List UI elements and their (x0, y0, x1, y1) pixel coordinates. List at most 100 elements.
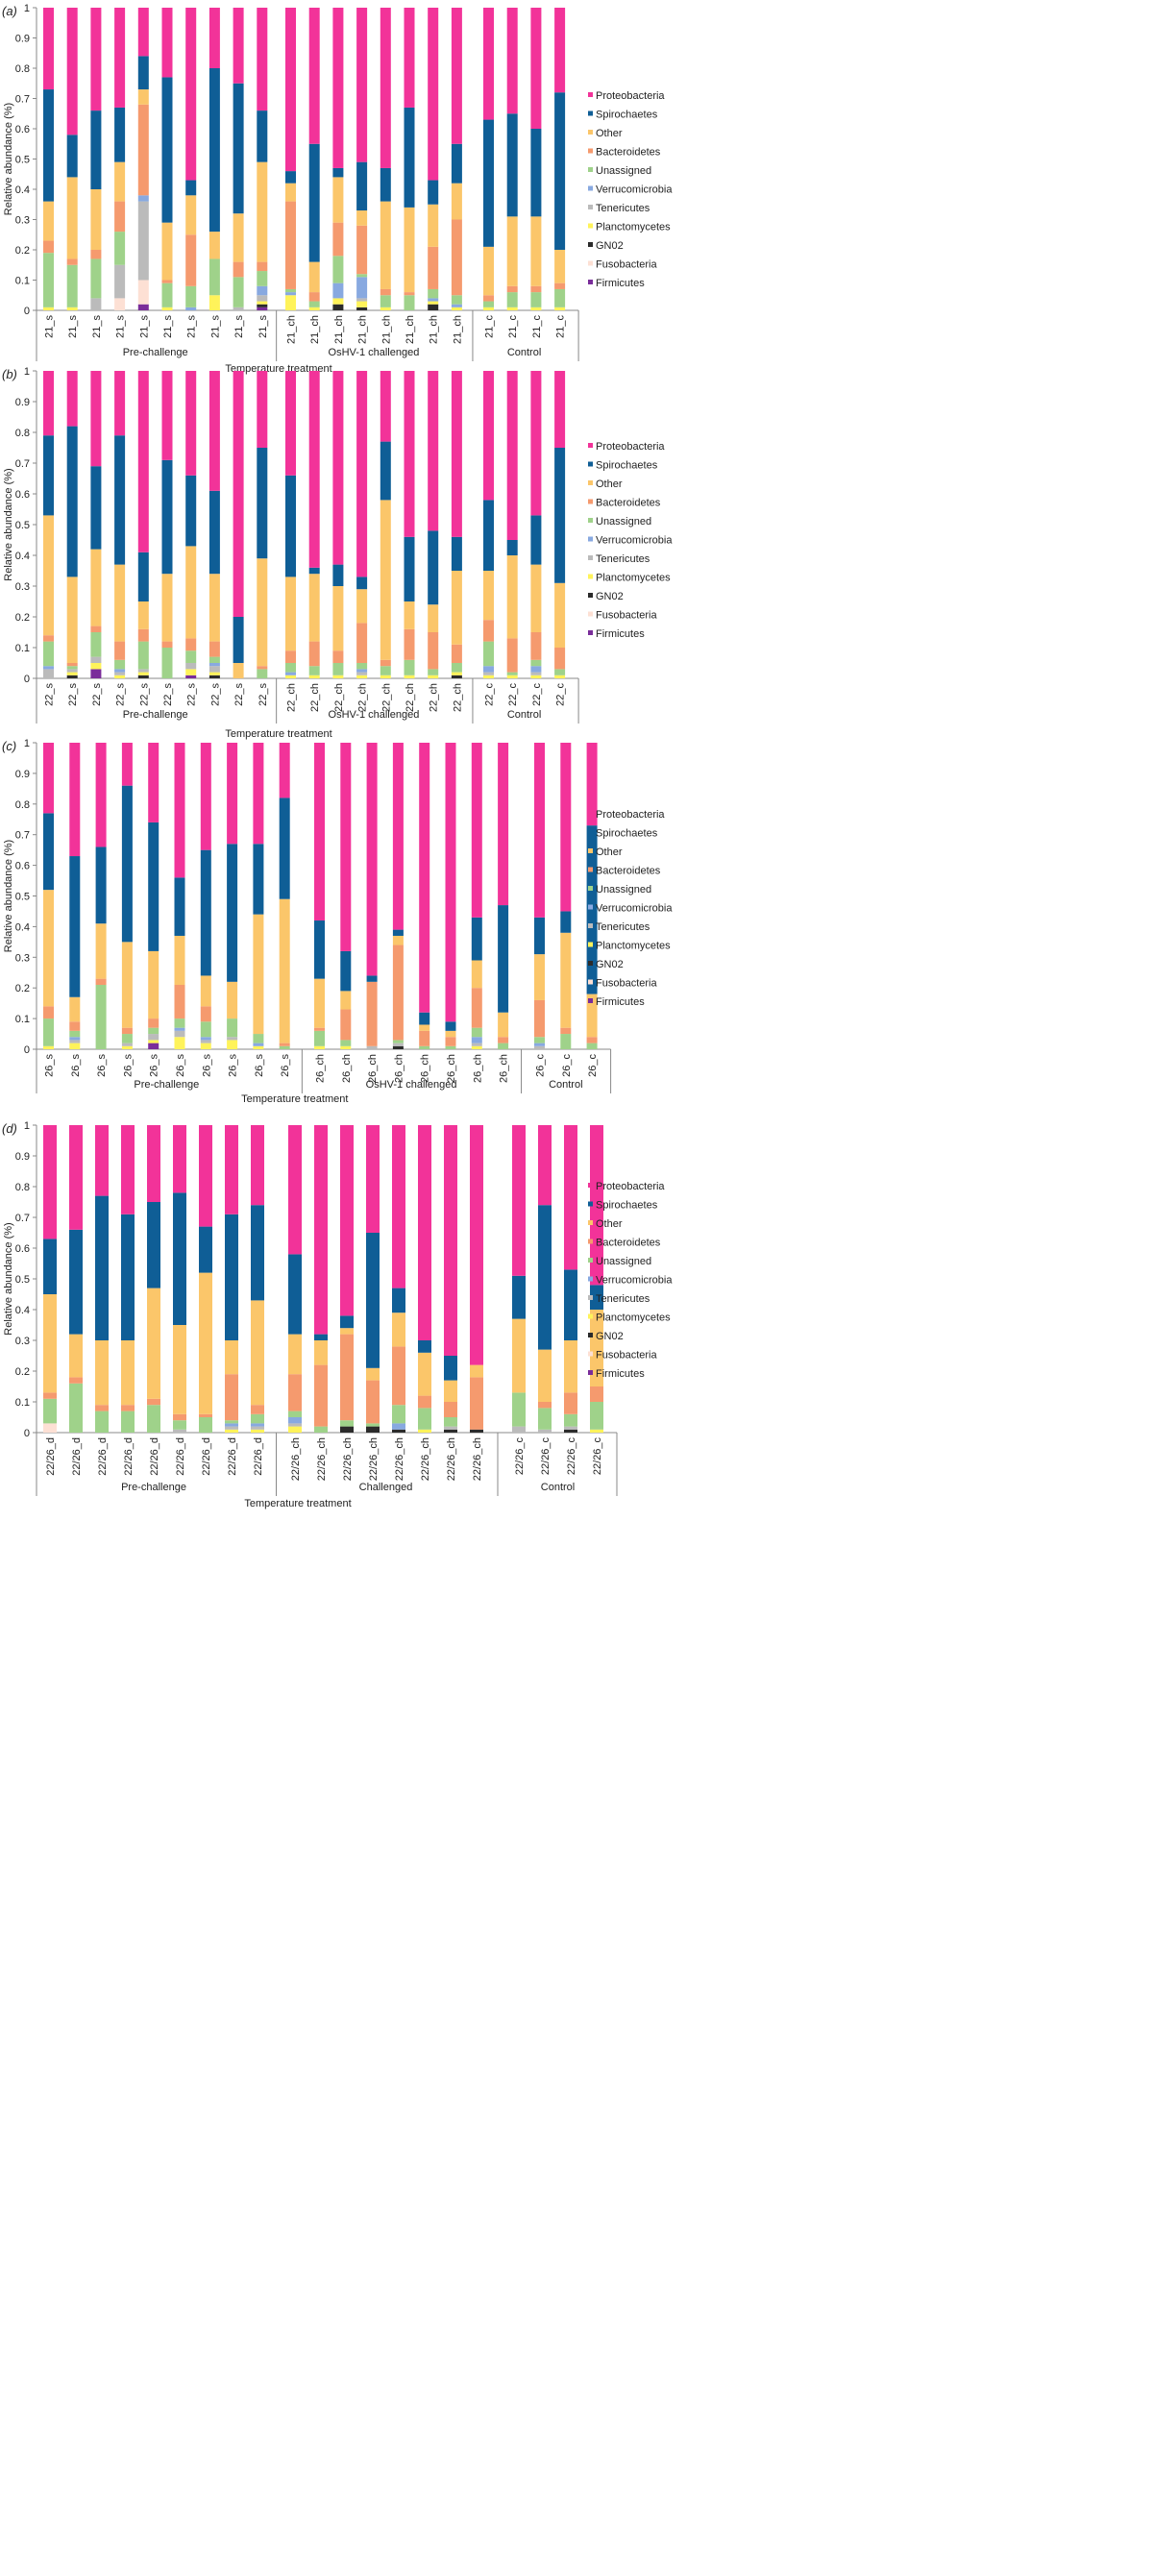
bar-segment-gn02 (340, 1426, 354, 1433)
bar-segment-proteobacteria (251, 1125, 264, 1206)
x-tick-label: 22/26_ch (342, 1437, 354, 1481)
bar-segment-unassigned (209, 656, 220, 663)
bar-segment-other (380, 500, 391, 660)
bar-segment-unassigned (506, 672, 518, 675)
x-tick-label: 26_s (149, 1054, 160, 1077)
bar-segment-tenericutes (121, 1043, 133, 1046)
bar-segment-gn02 (392, 1045, 404, 1049)
bar-segment-proteobacteria (498, 743, 509, 906)
bar-segment-bacteroidetes (185, 234, 197, 286)
bar-segment-proteobacteria (90, 371, 102, 467)
bar-segment-bacteroidetes (451, 219, 462, 296)
group-label: OsHV-1 challenged (366, 1079, 457, 1091)
bar-segment-planctomycetes (356, 675, 368, 678)
x-tick-label: 22/26_c (540, 1437, 552, 1476)
bar-segment-spirochaetes (43, 1239, 57, 1294)
bar-segment-other (114, 161, 126, 202)
bar-segment-planctomycetes (554, 307, 566, 310)
bar-segment-tenericutes (114, 672, 126, 675)
bar-segment-unassigned (185, 285, 197, 307)
bar-segment-unassigned (419, 1045, 430, 1049)
bar-segment-proteobacteria (43, 743, 54, 814)
y-tick-label: 0.2 (15, 245, 30, 257)
bar-segment-proteobacteria (121, 1125, 135, 1214)
bar-segment-tenericutes (225, 1426, 238, 1430)
x-tick-label: 22/26_d (201, 1437, 212, 1476)
y-tick-label: 0.6 (15, 1243, 30, 1255)
group-label: Control (507, 347, 541, 358)
bar-segment-tenericutes (43, 669, 54, 678)
bar-segment-unassigned (428, 288, 439, 299)
bar-segment-spirochaetes (43, 435, 54, 516)
bar-segment-spirochaetes (66, 426, 78, 577)
x-tick-label: 22/26_d (123, 1437, 135, 1476)
bar-segment-proteobacteria (340, 743, 352, 951)
bar-segment-proteobacteria (428, 371, 439, 531)
legend-swatch-verrucomicrobia (588, 185, 593, 191)
bar-segment-other (137, 601, 149, 629)
bar-segment-bacteroidetes (200, 1006, 211, 1022)
bar-segment-proteobacteria (314, 1125, 328, 1335)
bar-segment-other (288, 1334, 302, 1375)
y-tick-label: 0.5 (15, 155, 30, 166)
y-tick-label: 0.2 (15, 983, 30, 994)
bar-segment-proteobacteria (161, 371, 173, 460)
legend-swatch-tenericutes (588, 205, 593, 209)
bar-segment-planctomycetes (404, 675, 415, 678)
bar-segment-tenericutes (538, 1429, 552, 1433)
bar-segment-unassigned (137, 641, 149, 670)
bar-segment-planctomycetes (380, 307, 391, 310)
bar-segment-spirochaetes (314, 1334, 328, 1340)
x-tick-label: 22/26_d (149, 1437, 160, 1476)
y-tick-label: 0.7 (15, 94, 30, 106)
x-axis-title: Temperature treatment (225, 363, 331, 375)
legend-swatch-firmicutes (588, 280, 593, 284)
bar-segment-firmicutes (148, 1043, 159, 1049)
x-tick-label: 26_c (535, 1054, 547, 1077)
bar-segment-tenericutes (209, 666, 220, 673)
bar-segment-proteobacteria (340, 1125, 354, 1316)
x-tick-label: 22_s (44, 683, 56, 706)
bar-segment-spirochaetes (137, 56, 149, 90)
bar-segment-proteobacteria (512, 1125, 526, 1276)
bar-segment-verrucomicrobia (483, 666, 494, 673)
bar-segment-bacteroidetes (174, 985, 185, 1019)
y-tick-label: 1 (24, 366, 30, 378)
bar-segment-unassigned (498, 1043, 509, 1049)
chart-panel-b: (b) Relative abundance (%) 0 0.1 0.2 0.3 0.4 0.… (2, 366, 673, 740)
bar-segment-bacteroidetes (483, 295, 494, 302)
bar-segment-other (200, 975, 211, 1007)
group-label: Pre-challenge (121, 1482, 186, 1493)
legend-item: Fusobacteria (596, 610, 657, 622)
bar-segment-planctomycetes (66, 307, 78, 310)
legend-item: Verrucomicrobia (596, 1275, 673, 1287)
bar-segment-proteobacteria (308, 371, 320, 568)
x-tick-label: 22/26_d (175, 1437, 186, 1476)
bar-segment-verrucomicrobia (530, 666, 542, 673)
bar-segment-proteobacteria (483, 8, 494, 120)
y-tick-label: 0.8 (15, 799, 30, 811)
bar-segment-proteobacteria (332, 8, 344, 168)
bar-segment-tenericutes (356, 672, 368, 675)
x-tick-label: 21_s (209, 315, 221, 338)
x-tick-label: 22/26_d (97, 1437, 109, 1476)
bar-segment-unassigned (95, 1411, 109, 1433)
bar-segment-other (253, 914, 264, 1035)
bar-segment-bacteroidetes (285, 201, 296, 289)
legend-swatch-other (588, 1220, 593, 1225)
bar-segment-tenericutes (564, 1426, 577, 1430)
bar-segment-spirochaetes (147, 1202, 160, 1288)
bar-segment-planctomycetes (332, 675, 344, 678)
bar-segment-other (209, 232, 220, 259)
bar-segment-planctomycetes (288, 1426, 302, 1433)
bar-segment-proteobacteria (418, 1125, 431, 1340)
bar-segment-proteobacteria (538, 1125, 552, 1206)
bar-segment-other (392, 1313, 405, 1347)
legend-swatch-bacteroidetes (588, 1239, 593, 1244)
x-tick-label: 22_ch (286, 683, 298, 712)
legend-swatch-fusobacteria (588, 260, 593, 266)
bar-segment-planctomycetes (209, 295, 220, 310)
legend-item: Planctomycetes (596, 222, 671, 233)
bar-segment-bacteroidetes (590, 1386, 603, 1402)
bar-segment-proteobacteria (534, 743, 545, 918)
